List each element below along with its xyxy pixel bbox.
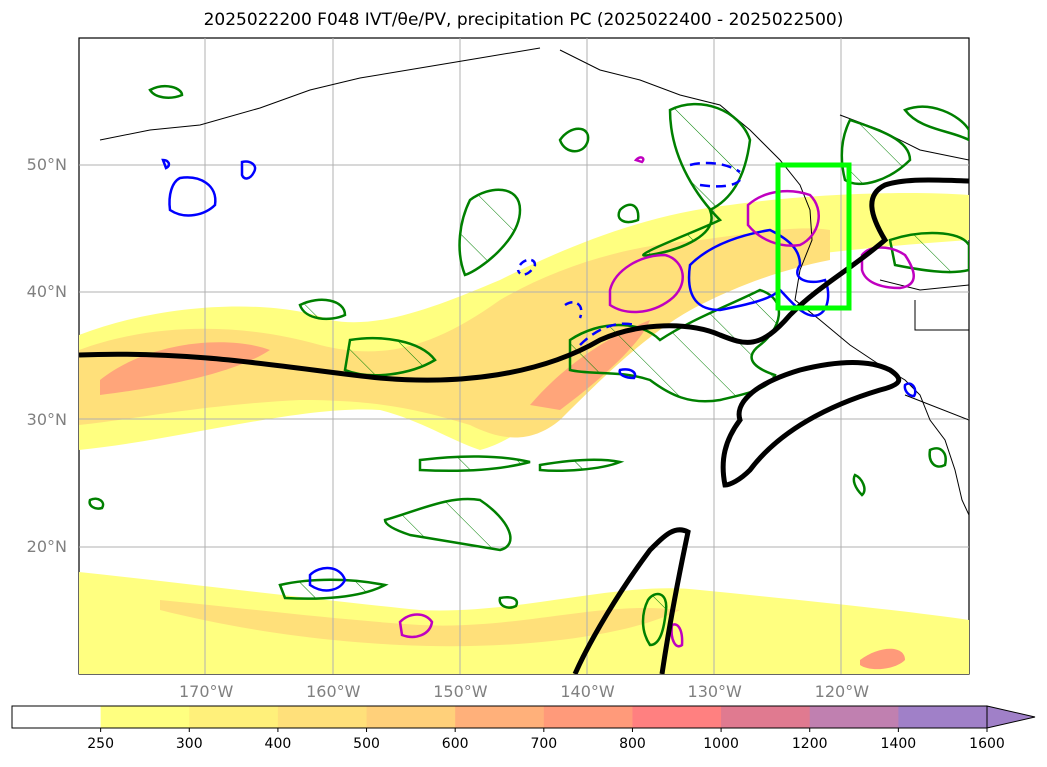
colorbar-segment [898,706,988,728]
lat-label: 30°N [26,409,67,429]
pv-contour-15 [641,592,668,647]
pv-contour-9 [298,298,347,321]
lon-label: 140°W [560,682,615,701]
colorbar-segment [189,706,279,728]
theta-contour-dashed-2 [516,258,537,276]
precip-contour-3 [860,246,915,290]
lon-label: 160°W [306,682,361,701]
theta-contour-3 [161,158,171,170]
pv-contour-6 [903,105,969,142]
lon-label: 150°W [433,682,488,701]
theta-contour-7 [618,368,637,380]
lat-label: 20°N [26,536,67,556]
colorbar-segment [543,706,633,728]
pv-contour-3 [617,203,640,224]
colorbar-segment [12,706,102,728]
colorbar-tick-label: 250 [87,736,114,752]
colorbar-tick-label: 500 [353,736,380,752]
ivt-band-south-inner [160,600,680,647]
theta-contour-6 [903,382,917,398]
precip-contour-6 [633,156,645,164]
theta-e-contours [161,158,917,592]
pv-contour-12 [538,458,625,472]
precip-contour-5 [670,623,684,648]
pv-contour-20 [88,497,105,510]
pv-contour-16 [928,447,947,468]
colorbar-tick-label: 1400 [880,736,917,752]
ivt-contour-south [572,527,691,674]
precip-contour-4 [398,613,434,639]
colorbar-tick-label: 700 [530,736,558,752]
colorbar-tick-label: 1200 [791,736,828,752]
theta-contour-dashed-1 [689,161,741,188]
lon-label: 130°W [687,682,742,701]
colorbar-segment [366,706,456,728]
colorbar-segment [100,706,190,728]
ivt-contours [79,177,969,674]
pv-contour-5 [840,118,912,186]
ivt-fill-layer [79,193,969,674]
pv-contour-4 [642,102,752,257]
highlight-region-box [775,162,852,311]
ivt-core-west [100,342,270,395]
colorbar-tick-label: 600 [441,736,469,752]
colorbar [11,705,1036,732]
pv-contour-17 [852,473,866,497]
lon-label: 120°W [814,682,870,701]
map-title: 2025022200 F048 IVT/θe/PV, precipitation… [203,10,844,30]
colorbar-tick-label: 800 [619,736,646,752]
colorbar-extend-max [986,705,1036,729]
theta-contour-4 [687,228,830,318]
lat-label: 40°N [26,282,67,302]
precip-contour-1 [608,253,684,314]
pv-contour-18 [148,84,184,99]
theta-contour-dashed-4 [579,322,636,346]
lat-label: 50°N [26,155,67,175]
colorbar-segment [455,706,545,728]
colorbar-tick-label: 1600 [969,736,1005,752]
ivt-contour-main [79,177,969,383]
colorbar-segment [809,706,899,728]
colorbar-outline [11,705,988,729]
pv-contour-1 [458,188,522,277]
ivt-core-southeast [860,648,905,670]
pv-contours [88,84,969,647]
theta-contour-dashed-3 [564,301,583,319]
ivt-band-mid [79,228,830,438]
lon-label: 170°W [178,682,234,701]
theta-contour-2 [240,160,257,180]
pv-contour-2 [558,127,590,153]
pv-contour-19 [498,596,519,609]
colorbar-tick-label: 400 [264,736,292,752]
theta-contour-1 [168,176,217,217]
pv-contour-11 [418,455,531,472]
theta-contour-5 [308,566,347,592]
colorbar-segment [721,706,811,728]
colorbar-segment [632,706,722,728]
map-layers [79,38,969,674]
colorbar-tick-label: 1000 [703,736,739,752]
colorbar-tick-label: 300 [175,736,203,752]
colorbar-segment [277,706,368,728]
pv-contour-10 [568,288,780,403]
pv-contour-13 [383,497,512,552]
ivt-contour-southeast [720,360,902,488]
